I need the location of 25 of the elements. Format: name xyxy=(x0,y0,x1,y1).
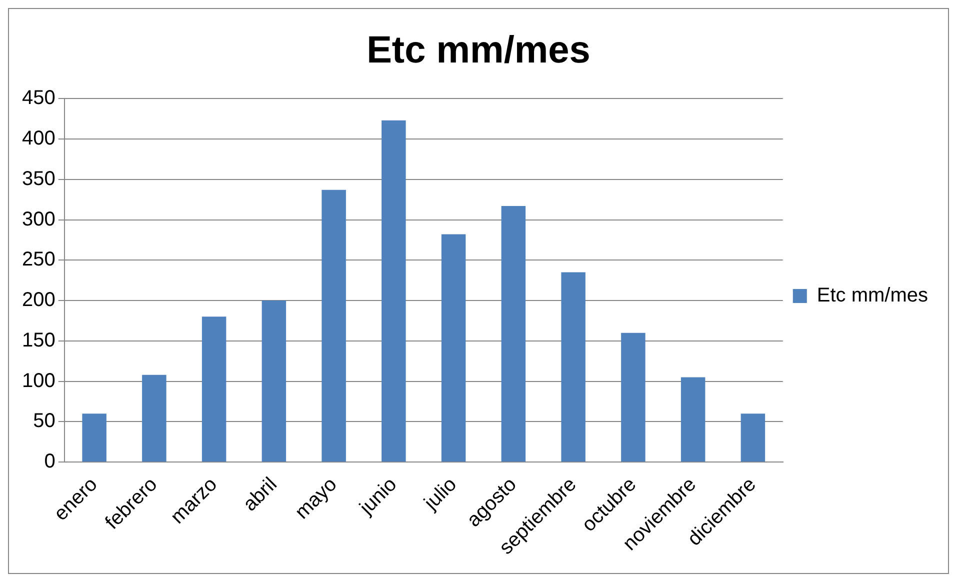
y-tick-label: 450 xyxy=(22,87,56,110)
y-tick-label: 150 xyxy=(22,329,56,352)
bar xyxy=(202,316,226,462)
bar xyxy=(441,234,466,462)
bar xyxy=(322,190,346,462)
bar xyxy=(501,206,526,462)
bar xyxy=(142,374,166,462)
bar xyxy=(262,300,286,462)
bar xyxy=(680,377,706,462)
y-tick-label: 350 xyxy=(22,168,56,190)
y-tick-label: 50 xyxy=(33,410,56,432)
chart-title: Etc mm/mes xyxy=(366,29,590,72)
y-tick-label: 0 xyxy=(44,450,56,473)
bar xyxy=(740,414,766,462)
y-tick-label: 200 xyxy=(22,289,56,312)
y-tick-label: 100 xyxy=(22,370,56,392)
x-tick-label: julio xyxy=(420,473,461,515)
legend-label: Etc mm/mes xyxy=(816,284,928,307)
bar xyxy=(382,120,406,462)
y-tick-label: 300 xyxy=(22,208,56,230)
bar xyxy=(82,414,106,462)
y-tick-label: 250 xyxy=(22,248,56,271)
y-tick-label: 400 xyxy=(22,128,56,150)
bar xyxy=(621,332,646,462)
bar xyxy=(561,272,586,462)
